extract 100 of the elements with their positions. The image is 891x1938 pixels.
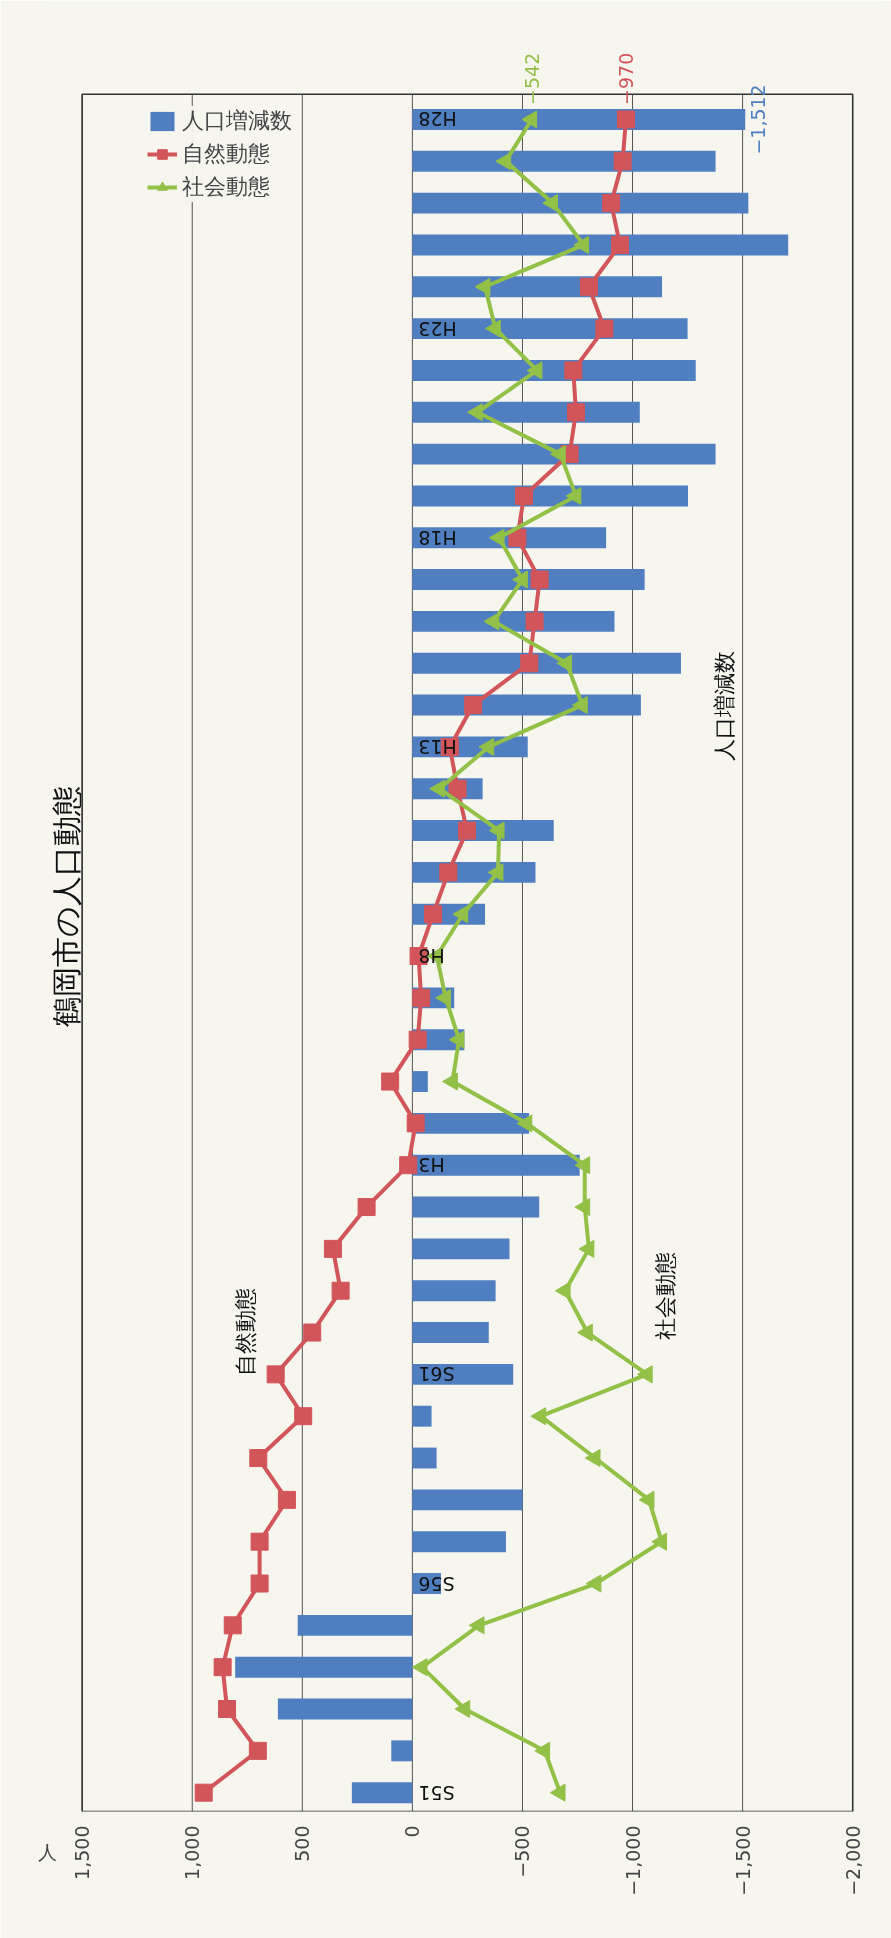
point — [357, 1198, 376, 1217]
bar — [412, 1154, 580, 1176]
point — [572, 696, 588, 715]
point — [574, 1156, 591, 1175]
point — [530, 1407, 547, 1426]
point — [464, 696, 483, 715]
point — [248, 1741, 267, 1760]
point — [194, 1783, 213, 1802]
y-tick-label: H23 — [418, 317, 457, 340]
point — [399, 1156, 418, 1175]
bar — [277, 1698, 413, 1720]
point — [448, 779, 467, 798]
point — [323, 1239, 342, 1258]
point — [223, 1616, 242, 1635]
point — [381, 1072, 400, 1091]
y-tick-label: H28 — [418, 108, 457, 131]
bar — [412, 1531, 506, 1553]
y-tick-label: H18 — [418, 526, 457, 549]
point — [554, 1281, 571, 1300]
legend-label: 自然動態 — [182, 140, 270, 168]
bar — [412, 1071, 428, 1093]
data-label: −542 — [520, 52, 543, 105]
point — [303, 1323, 322, 1342]
x-tick-label: 500 — [291, 1825, 314, 1862]
data-label: −1,512 — [747, 84, 770, 155]
point — [250, 1532, 269, 1551]
bar — [412, 443, 716, 465]
point — [478, 737, 495, 756]
y-tick-label: H8 — [418, 945, 445, 968]
bar — [412, 150, 716, 172]
legend-label: 社会動態 — [182, 173, 270, 201]
bar — [412, 1447, 437, 1469]
x-tick-label: −1,500 — [731, 1825, 754, 1896]
point — [488, 821, 505, 840]
point — [512, 570, 528, 589]
point — [424, 905, 443, 924]
text: 鶴岡市の人口動態 — [48, 786, 84, 1028]
point — [485, 319, 501, 338]
point — [495, 152, 512, 171]
point — [448, 1030, 465, 1049]
bar — [351, 1782, 413, 1804]
point — [579, 277, 598, 296]
bar — [391, 1740, 413, 1762]
bar — [412, 1322, 489, 1343]
point — [266, 1365, 285, 1384]
point — [515, 486, 533, 505]
point — [520, 654, 539, 673]
data-label: −970 — [614, 52, 637, 105]
point — [250, 1574, 269, 1593]
point — [406, 1114, 425, 1133]
point — [556, 654, 573, 673]
point — [487, 863, 504, 882]
y-tick-label: S51 — [418, 1781, 455, 1804]
point — [442, 1072, 458, 1091]
y-tick-label: S61 — [418, 1363, 455, 1386]
point — [566, 403, 585, 422]
point — [578, 1239, 595, 1258]
point — [454, 1700, 471, 1719]
point — [577, 1323, 593, 1342]
bar — [412, 1238, 510, 1260]
point — [530, 570, 549, 589]
bar — [235, 1656, 413, 1678]
point — [294, 1407, 313, 1426]
y-tick-label: S56 — [418, 1572, 455, 1595]
point — [549, 1783, 566, 1802]
point — [429, 779, 445, 798]
x-tick-label: −1,000 — [621, 1825, 644, 1896]
legend-label: 人口増減数 — [182, 107, 292, 135]
point — [331, 1281, 350, 1300]
point — [488, 528, 505, 547]
bar — [412, 192, 749, 214]
x-tick-label: 0 — [401, 1825, 424, 1838]
y-tick-label: H13 — [418, 735, 457, 758]
bar — [412, 1489, 523, 1511]
point — [525, 612, 544, 631]
bar — [412, 1196, 540, 1218]
point — [277, 1490, 296, 1509]
point — [521, 110, 538, 129]
point — [508, 528, 527, 547]
point — [573, 235, 590, 254]
point — [412, 988, 431, 1007]
point — [439, 863, 458, 882]
point — [408, 1030, 427, 1049]
point — [584, 1449, 601, 1468]
point — [474, 277, 491, 296]
bar — [297, 1614, 413, 1636]
bar — [412, 234, 789, 256]
annotation: 自然動態 — [233, 1288, 259, 1377]
point — [468, 1616, 485, 1635]
point — [483, 612, 500, 631]
point — [585, 1574, 602, 1593]
point — [616, 110, 635, 129]
bar — [412, 1280, 496, 1302]
point — [218, 1700, 237, 1719]
point — [213, 1658, 232, 1677]
bar — [412, 108, 746, 130]
point — [610, 235, 629, 254]
point — [542, 194, 559, 213]
point — [435, 988, 452, 1007]
x-tick-label: 1,500 — [71, 1825, 94, 1880]
